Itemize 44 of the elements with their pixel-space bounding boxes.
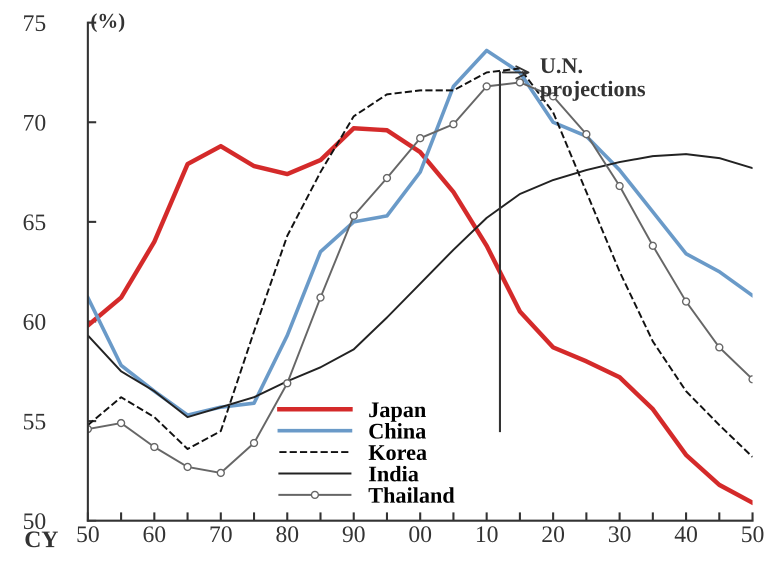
point (382, 174, 392, 182)
point (350, 212, 358, 220)
y-tick-label: 70 (24, 114, 46, 131)
point (615, 182, 624, 190)
y-tick-label: 75 (24, 15, 46, 32)
legend-label: China (369, 423, 426, 439)
point (216, 468, 225, 478)
point (416, 134, 424, 142)
legend-label: Japan (369, 402, 426, 422)
point (715, 343, 724, 352)
legend-label: Korea (368, 445, 427, 460)
point (183, 462, 192, 472)
x-tick-label: 00 (409, 526, 432, 542)
x-tick-label: 70 (210, 526, 232, 542)
point (648, 242, 658, 250)
x-tick-label: 90 (342, 526, 365, 542)
x-tick-label: 30 (608, 526, 631, 542)
point (582, 130, 591, 138)
y-tick-label: 55 (24, 414, 46, 430)
point (682, 297, 690, 306)
y-tick-label: 60 (24, 314, 46, 330)
point (449, 120, 458, 128)
x-tick-label: 20 (542, 526, 564, 542)
point (116, 418, 126, 428)
legend-label: Thailand (368, 487, 454, 503)
point (250, 438, 258, 448)
x-tick-label: 60 (144, 526, 166, 542)
line-series (88, 126, 753, 506)
point (316, 293, 325, 302)
y-tick-label: 50 (24, 513, 46, 530)
point (150, 442, 158, 452)
y-axis-title: (%) (91, 13, 124, 32)
point (482, 82, 491, 91)
legend-label: India (368, 466, 419, 482)
point (283, 379, 292, 388)
x-tick-label: 40 (674, 526, 697, 542)
x-tick-label: 50 (742, 526, 764, 542)
x-tick-label: 10 (476, 526, 498, 542)
y-tick-label: 65 (24, 214, 46, 230)
x-tick-label: 80 (276, 526, 298, 542)
x-tick-label: 50 (77, 526, 99, 542)
x-axis-title: CY (25, 531, 58, 548)
point (516, 78, 524, 87)
ref-line-label: U.N. projections (540, 58, 646, 101)
